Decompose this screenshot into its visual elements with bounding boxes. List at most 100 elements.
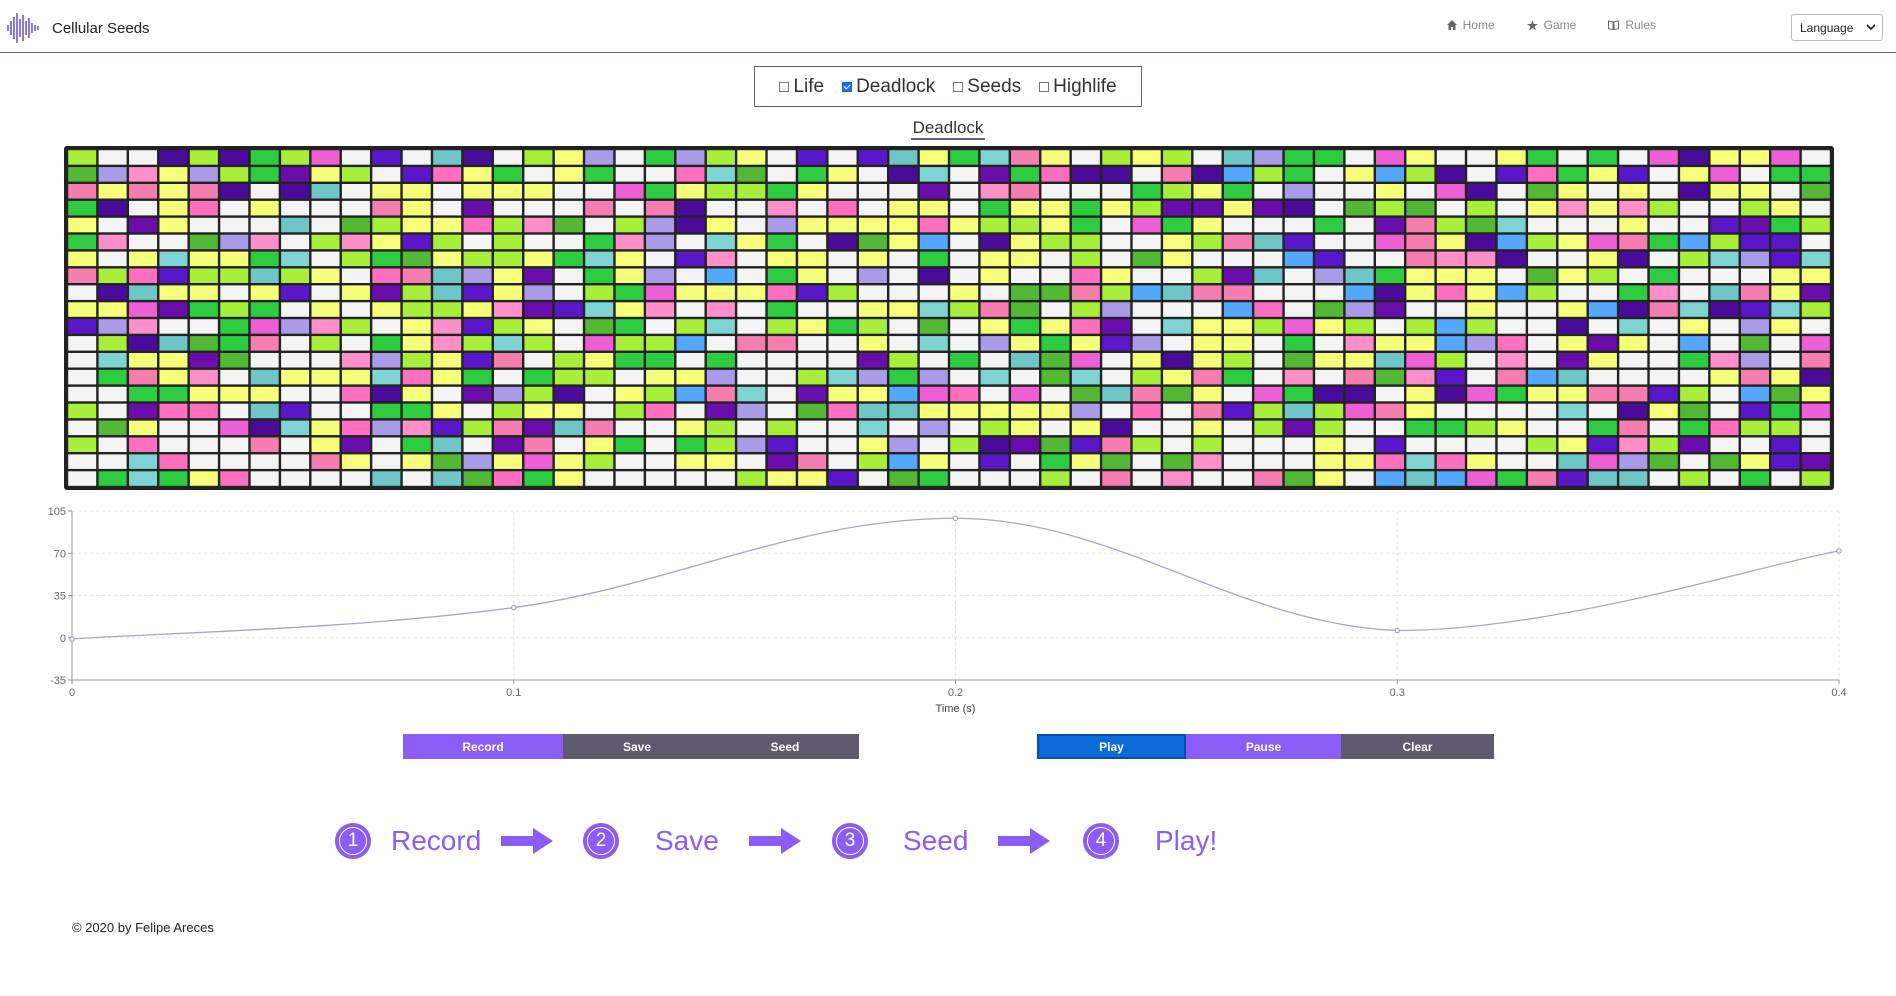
grid-cell[interactable] xyxy=(129,302,158,317)
grid-cell[interactable] xyxy=(1619,285,1648,300)
grid-cell[interactable] xyxy=(1771,336,1800,351)
grid-cell[interactable] xyxy=(311,454,340,469)
grid-cell[interactable] xyxy=(798,437,827,453)
grid-cell[interactable] xyxy=(129,319,158,334)
grid-cell[interactable] xyxy=(919,353,948,368)
grid-cell[interactable] xyxy=(798,454,827,469)
grid-cell[interactable] xyxy=(585,353,614,368)
grid-cell[interactable] xyxy=(646,234,675,250)
grid-cell[interactable] xyxy=(1345,285,1374,300)
grid-cell[interactable] xyxy=(1710,454,1739,469)
grid-cell[interactable] xyxy=(341,319,370,334)
grid-cell[interactable] xyxy=(615,251,644,267)
grid-cell[interactable] xyxy=(220,234,249,250)
grid-cell[interactable] xyxy=(433,454,462,469)
grid-cell[interactable] xyxy=(1102,454,1131,469)
grid-cell[interactable] xyxy=(159,150,188,165)
grid-cell[interactable] xyxy=(1649,403,1678,419)
grid-cell[interactable] xyxy=(1649,437,1678,453)
grid-cell[interactable] xyxy=(129,268,158,284)
grid-cell[interactable] xyxy=(1345,471,1374,486)
grid-cell[interactable] xyxy=(980,420,1009,436)
grid-cell[interactable] xyxy=(98,184,127,199)
grid-cell[interactable] xyxy=(737,471,766,486)
grid-cell[interactable] xyxy=(1558,200,1587,216)
grid-cell[interactable] xyxy=(646,251,675,267)
grid-cell[interactable] xyxy=(1071,167,1100,182)
grid-cell[interactable] xyxy=(1710,386,1739,402)
grid-cell[interactable] xyxy=(767,336,796,351)
grid-cell[interactable] xyxy=(676,386,705,402)
grid-cell[interactable] xyxy=(676,285,705,300)
rule-option-life[interactable]: Life xyxy=(779,76,824,98)
grid-cell[interactable] xyxy=(1436,150,1465,165)
grid-cell[interactable] xyxy=(1467,234,1496,250)
grid-cell[interactable] xyxy=(493,369,522,385)
grid-cell[interactable] xyxy=(1102,200,1131,216)
grid-cell[interactable] xyxy=(159,302,188,317)
grid-cell[interactable] xyxy=(1801,403,1830,419)
grid-cell[interactable] xyxy=(615,184,644,199)
grid-cell[interactable] xyxy=(980,285,1009,300)
grid-cell[interactable] xyxy=(1345,454,1374,469)
grid-cell[interactable] xyxy=(676,353,705,368)
grid-cell[interactable] xyxy=(189,234,218,250)
grid-cell[interactable] xyxy=(1315,251,1344,267)
grid-cell[interactable] xyxy=(524,403,553,419)
grid-cell[interactable] xyxy=(1315,302,1344,317)
grid-cell[interactable] xyxy=(1497,369,1526,385)
grid-cell[interactable] xyxy=(1193,251,1222,267)
grid-cell[interactable] xyxy=(554,150,583,165)
grid-cell[interactable] xyxy=(1254,319,1283,334)
grid-cell[interactable] xyxy=(341,167,370,182)
grid-cell[interactable] xyxy=(220,420,249,436)
grid-cell[interactable] xyxy=(129,454,158,469)
pause-button[interactable]: Pause xyxy=(1186,734,1341,759)
grid-cell[interactable] xyxy=(1680,336,1709,351)
grid-cell[interactable] xyxy=(1071,369,1100,385)
grid-cell[interactable] xyxy=(1315,471,1344,486)
grid-cell[interactable] xyxy=(798,150,827,165)
grid-cell[interactable] xyxy=(1619,386,1648,402)
grid-cell[interactable] xyxy=(676,336,705,351)
grid-cell[interactable] xyxy=(1649,471,1678,486)
grid-cell[interactable] xyxy=(1132,251,1161,267)
grid-cell[interactable] xyxy=(1740,184,1769,199)
grid-cell[interactable] xyxy=(950,285,979,300)
grid-cell[interactable] xyxy=(706,302,735,317)
grid-cell[interactable] xyxy=(1406,184,1435,199)
grid-cell[interactable] xyxy=(1740,268,1769,284)
grid-cell[interactable] xyxy=(1801,420,1830,436)
grid-cell[interactable] xyxy=(1163,353,1192,368)
grid-cell[interactable] xyxy=(1223,420,1252,436)
grid-cell[interactable] xyxy=(1254,369,1283,385)
grid-cell[interactable] xyxy=(1132,471,1161,486)
grid-cell[interactable] xyxy=(554,369,583,385)
grid-cell[interactable] xyxy=(1588,184,1617,199)
grid-cell[interactable] xyxy=(1163,319,1192,334)
grid-cell[interactable] xyxy=(1284,369,1313,385)
grid-cell[interactable] xyxy=(402,184,431,199)
grid-cell[interactable] xyxy=(615,369,644,385)
grid-cell[interactable] xyxy=(402,234,431,250)
grid-cell[interactable] xyxy=(737,369,766,385)
grid-cell[interactable] xyxy=(189,369,218,385)
grid-cell[interactable] xyxy=(858,353,887,368)
grid-cell[interactable] xyxy=(1011,150,1040,165)
grid-cell[interactable] xyxy=(1558,437,1587,453)
grid-cell[interactable] xyxy=(281,234,310,250)
grid-cell[interactable] xyxy=(737,302,766,317)
grid-cell[interactable] xyxy=(676,150,705,165)
grid-cell[interactable] xyxy=(1345,420,1374,436)
grid-cell[interactable] xyxy=(1710,319,1739,334)
grid-cell[interactable] xyxy=(402,471,431,486)
grid-cell[interactable] xyxy=(1710,167,1739,182)
grid-cell[interactable] xyxy=(1528,420,1557,436)
grid-cell[interactable] xyxy=(828,167,857,182)
rule-option-deadlock[interactable]: Deadlock xyxy=(842,76,935,98)
grid-cell[interactable] xyxy=(1528,167,1557,182)
grid-cell[interactable] xyxy=(706,217,735,233)
grid-cell[interactable] xyxy=(1497,217,1526,233)
grid-cell[interactable] xyxy=(220,353,249,368)
grid-cell[interactable] xyxy=(1497,386,1526,402)
